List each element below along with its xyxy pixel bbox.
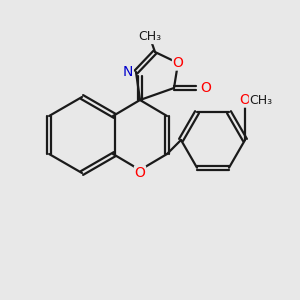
Text: O: O <box>135 166 146 180</box>
Text: O: O <box>172 56 183 70</box>
Text: CH₃: CH₃ <box>138 31 162 44</box>
Text: N: N <box>123 65 133 79</box>
Text: O: O <box>201 81 212 95</box>
Text: O: O <box>240 93 250 107</box>
Text: CH₃: CH₃ <box>249 94 273 106</box>
